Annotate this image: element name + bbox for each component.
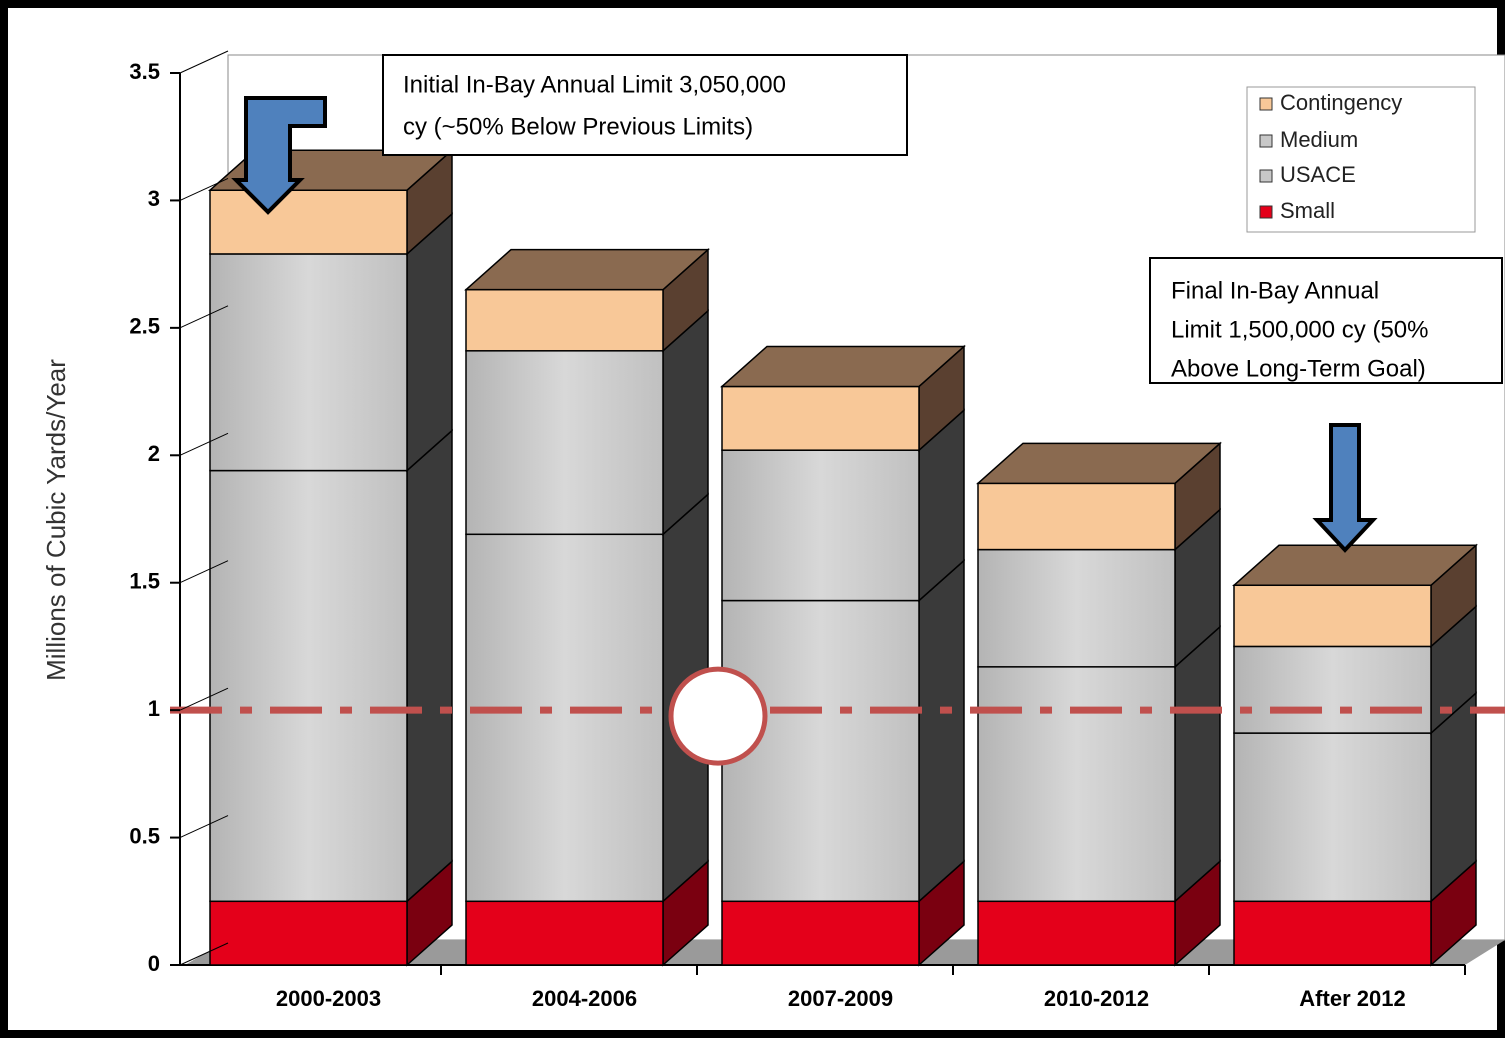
annotation-text: cy (~50% Below Previous Limits) bbox=[403, 113, 753, 140]
legend-swatch bbox=[1259, 97, 1273, 111]
grid-stub bbox=[179, 560, 229, 584]
grid-stub bbox=[179, 815, 229, 839]
bar bbox=[209, 900, 408, 966]
annotation-text: Final In-Bay Annual bbox=[1171, 277, 1379, 304]
bar bbox=[721, 449, 920, 602]
bar bbox=[721, 599, 920, 903]
annotation-text: Above Long-Term Goal) bbox=[1171, 355, 1426, 382]
grid-stub bbox=[179, 687, 229, 711]
legend-label: USACE bbox=[1280, 162, 1356, 187]
bar-top bbox=[1232, 544, 1478, 587]
grid-stub bbox=[179, 432, 229, 456]
reference-marker bbox=[668, 666, 768, 766]
grid-stub bbox=[179, 50, 229, 74]
bar bbox=[721, 900, 920, 966]
bar bbox=[465, 288, 664, 352]
annotation-text: Limit 1,500,000 cy (50% bbox=[1171, 316, 1428, 343]
x-tick-label: 2007-2009 bbox=[788, 986, 893, 1011]
bar bbox=[209, 189, 408, 255]
bar bbox=[977, 900, 1176, 966]
annotation-box bbox=[1149, 257, 1503, 384]
bar-side bbox=[406, 428, 453, 903]
bar bbox=[209, 469, 408, 903]
y-tick-label: 0 bbox=[148, 951, 160, 976]
bar bbox=[977, 548, 1176, 668]
y-tick-label: 1 bbox=[148, 696, 160, 721]
grid-stub bbox=[179, 177, 229, 201]
bar bbox=[209, 253, 408, 472]
bar bbox=[1233, 645, 1432, 734]
grid-stub bbox=[179, 942, 229, 966]
bar bbox=[977, 482, 1176, 551]
y-tick-label: 3 bbox=[148, 186, 160, 211]
bar bbox=[721, 385, 920, 451]
legend-swatch bbox=[1259, 205, 1273, 219]
legend-swatch bbox=[1259, 134, 1273, 148]
legend-label: Small bbox=[1280, 198, 1335, 223]
bar bbox=[465, 900, 664, 966]
x-tick-label: 2000-2003 bbox=[276, 986, 381, 1011]
bar-top bbox=[720, 345, 966, 388]
bar bbox=[1233, 900, 1432, 966]
annotation-box bbox=[382, 54, 908, 156]
grid-stub bbox=[179, 305, 229, 329]
bar bbox=[977, 666, 1176, 903]
bar bbox=[1233, 584, 1432, 648]
overlay bbox=[170, 666, 1505, 766]
bar-top bbox=[976, 442, 1222, 485]
legend-swatch bbox=[1259, 169, 1273, 183]
y-tick-label: 0.5 bbox=[129, 823, 160, 848]
y-tick-label: 2 bbox=[148, 441, 160, 466]
legend-label: Contingency bbox=[1280, 90, 1402, 115]
bar-side bbox=[1174, 625, 1221, 903]
y-tick-label: 3.5 bbox=[129, 59, 160, 84]
bar-top bbox=[464, 248, 710, 291]
bar-side bbox=[918, 558, 965, 903]
y-axis-label: Millions of Cubic Yards/Year bbox=[41, 359, 71, 681]
bar bbox=[1233, 732, 1432, 903]
legend-label: Medium bbox=[1280, 127, 1358, 152]
y-tick-label: 2.5 bbox=[129, 314, 160, 339]
bar-side bbox=[406, 212, 453, 473]
annotation-text: Initial In-Bay Annual Limit 3,050,000 bbox=[403, 71, 786, 98]
x-tick-label: 2004-2006 bbox=[532, 986, 637, 1011]
y-tick-label: 1.5 bbox=[129, 569, 160, 594]
bar bbox=[465, 533, 664, 903]
bars bbox=[208, 148, 1478, 967]
bar bbox=[465, 350, 664, 536]
x-tick-label: After 2012 bbox=[1299, 986, 1405, 1011]
x-tick-label: 2010-2012 bbox=[1044, 986, 1149, 1011]
arrow-final bbox=[1312, 423, 1378, 553]
legend-box bbox=[1246, 86, 1476, 233]
arrow-initial bbox=[231, 96, 327, 215]
